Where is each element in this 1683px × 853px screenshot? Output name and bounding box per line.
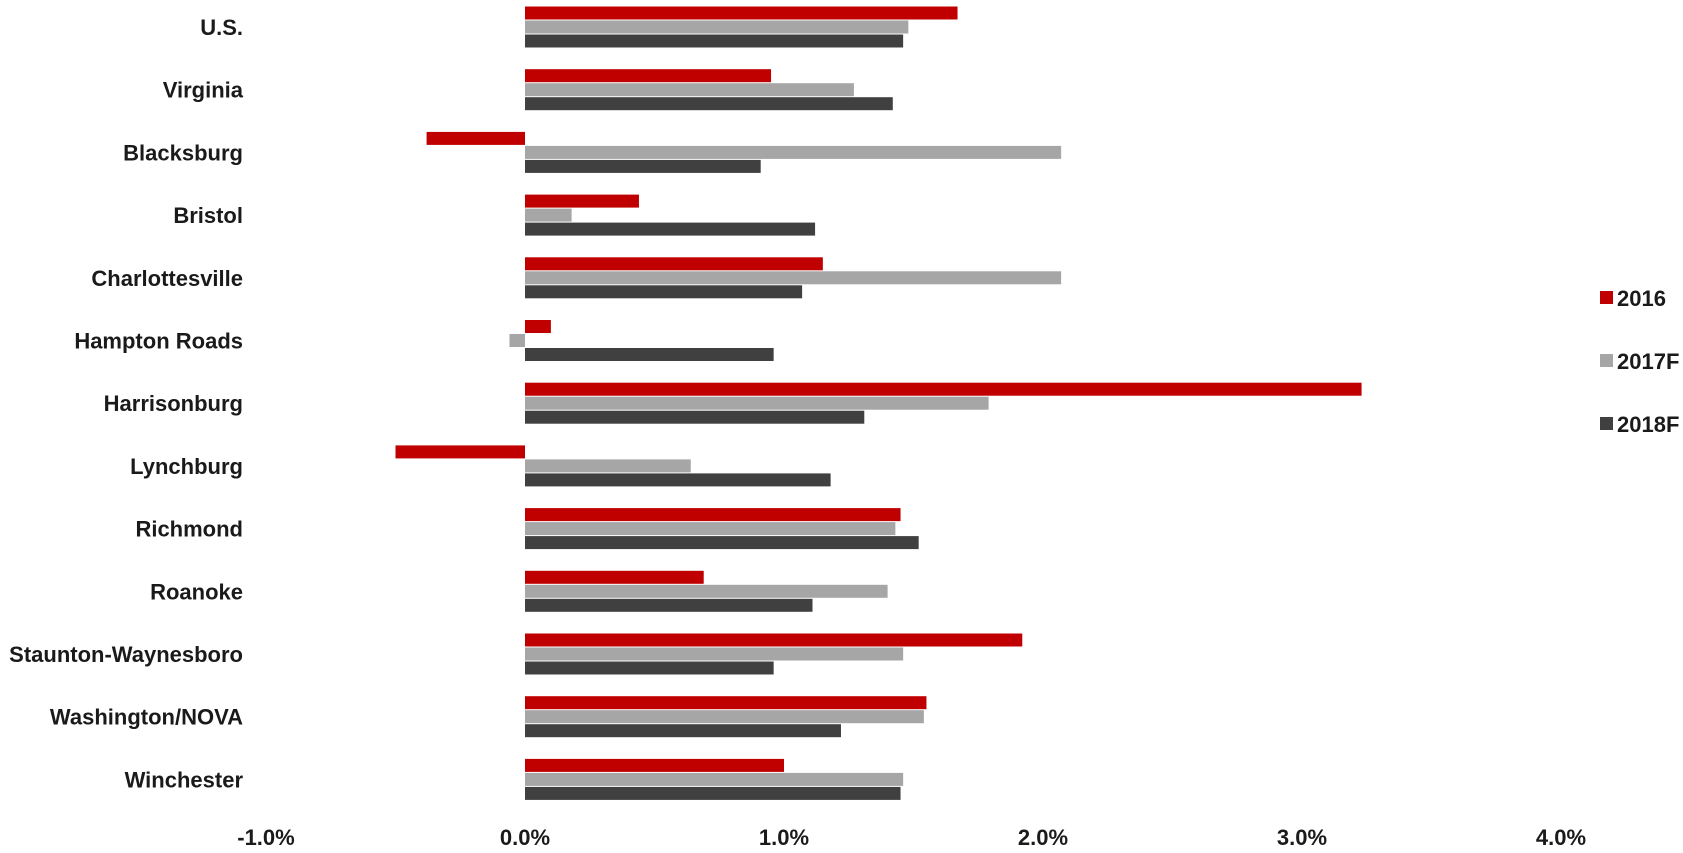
bar-2016: [525, 758, 784, 772]
x-tick-label: 4.0%: [1536, 825, 1586, 850]
bar-2017f: [525, 459, 691, 473]
category-label: Virginia: [163, 78, 244, 103]
bar-2017f: [525, 20, 909, 34]
category-label: U.S.: [200, 15, 243, 40]
bar-2017f: [525, 396, 989, 410]
bar-2017f: [525, 522, 896, 536]
bar-2016: [525, 696, 927, 710]
legend-label: 2017F: [1617, 349, 1679, 374]
legend-swatch: [1600, 354, 1613, 367]
bar-2018f: [525, 285, 803, 299]
bar-2018f: [525, 159, 761, 173]
bar-2018f: [525, 97, 893, 111]
category-label: Bristol: [173, 203, 243, 228]
bar-2016: [525, 570, 704, 584]
bar-2018f: [525, 473, 831, 487]
bar-2017f: [525, 208, 572, 222]
x-tick-label: 0.0%: [500, 825, 550, 850]
category-label: Richmond: [135, 517, 243, 542]
legend-item: 2016: [1600, 286, 1666, 311]
category-label: Washington/NOVA: [50, 705, 243, 730]
x-tick-label: 2.0%: [1018, 825, 1068, 850]
category-label: Charlottesville: [91, 266, 243, 291]
bar-2018f: [525, 598, 813, 612]
bar-2016: [525, 320, 551, 333]
category-label: Lynchburg: [130, 454, 243, 479]
legend-label: 2018F: [1617, 412, 1679, 437]
category-label: Winchester: [125, 767, 244, 792]
bar-2017f: [525, 772, 904, 786]
bar-2017f: [525, 83, 854, 97]
category-label: Blacksburg: [123, 140, 243, 165]
x-tick-label: -1.0%: [237, 825, 294, 850]
category-label: Harrisonburg: [104, 391, 243, 416]
x-tick-label: 1.0%: [759, 825, 809, 850]
bar-2018f: [525, 786, 901, 800]
bar-2017f: [509, 334, 525, 347]
legend-swatch: [1600, 291, 1613, 304]
bar-2016: [525, 257, 823, 271]
bar-2016: [395, 445, 525, 459]
bar-2018f: [525, 348, 774, 361]
bar-2017f: [525, 145, 1062, 159]
legend-label: 2016: [1617, 286, 1666, 311]
bar-2017f: [525, 584, 888, 598]
bar-2016: [525, 69, 772, 83]
bar-2016: [525, 633, 1023, 647]
bar-2018f: [525, 34, 904, 48]
bar-2017f: [525, 710, 924, 724]
bar-2018f: [525, 536, 919, 550]
bar-2016: [525, 194, 639, 208]
bar-2017f: [525, 271, 1062, 285]
bar-2017f: [525, 647, 904, 661]
category-label: Staunton-Waynesboro: [9, 642, 243, 667]
bar-2016: [525, 382, 1362, 396]
legend-swatch: [1600, 417, 1613, 430]
bar-2018f: [525, 410, 865, 424]
x-tick-label: 3.0%: [1277, 825, 1327, 850]
legend-item: 2018F: [1600, 412, 1679, 437]
category-label: Hampton Roads: [74, 329, 243, 354]
bar-2016: [426, 131, 525, 145]
bar-2018f: [525, 222, 816, 236]
bar-2016: [525, 6, 958, 20]
bar-2018f: [525, 661, 774, 675]
category-label: Roanoke: [150, 579, 243, 604]
bar-2018f: [525, 724, 841, 738]
legend-item: 2017F: [1600, 349, 1679, 374]
bar-2016: [525, 508, 901, 522]
